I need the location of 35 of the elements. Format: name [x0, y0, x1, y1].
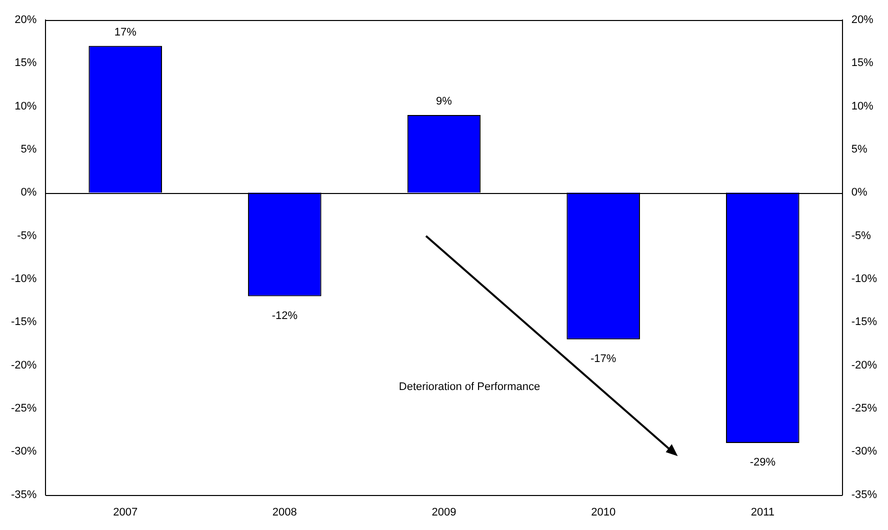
x-tick-label: 2011	[750, 506, 774, 518]
data-label: -17%	[590, 352, 616, 365]
y2-tick-label: -15%	[851, 316, 878, 328]
data-label: 17%	[114, 26, 137, 38]
y-tick-label: -35%	[10, 488, 37, 501]
y2-tick-label: -25%	[851, 402, 878, 415]
y2-tick-label: 10%	[851, 100, 874, 112]
data-label: -12%	[272, 310, 298, 322]
x-tick-label: 2009	[432, 506, 456, 518]
y2-tick-label: -10%	[851, 273, 878, 286]
y-tick-label: -15%	[10, 316, 37, 328]
annotation: Deterioration of Performance	[398, 380, 540, 393]
data-label: 9%	[436, 95, 452, 108]
data-label: -29%	[750, 456, 776, 469]
y2-tick-label: 20%	[851, 14, 874, 26]
y-tick-label: -20%	[10, 359, 37, 372]
y2-tick-label: -5%	[851, 230, 872, 242]
y2-tick-label: 5%	[851, 144, 868, 156]
y-tick-label: 5%	[20, 144, 37, 156]
y-tick-label: 10%	[14, 100, 37, 112]
y-tick-label: -5%	[17, 230, 37, 242]
x-tick-label: 2007	[113, 506, 138, 518]
y2-tick-label: -30%	[851, 446, 878, 458]
y-tick-label: -25%	[10, 402, 37, 415]
y2-tick-label: -20%	[851, 359, 878, 372]
x-tick-label: 2010	[591, 506, 616, 518]
y-tick-label: 15%	[14, 57, 37, 70]
y-tick-label: -10%	[10, 273, 37, 286]
y2-tick-label: 15%	[851, 57, 874, 70]
y-tick-label: 20%	[14, 14, 37, 26]
x-tick-label: 2008	[272, 506, 297, 518]
y-tick-label: -30%	[10, 446, 37, 458]
y2-tick-label: -35%	[851, 488, 878, 501]
y2-tick-label: 0%	[851, 186, 868, 199]
y-tick-label: 0%	[20, 186, 37, 199]
